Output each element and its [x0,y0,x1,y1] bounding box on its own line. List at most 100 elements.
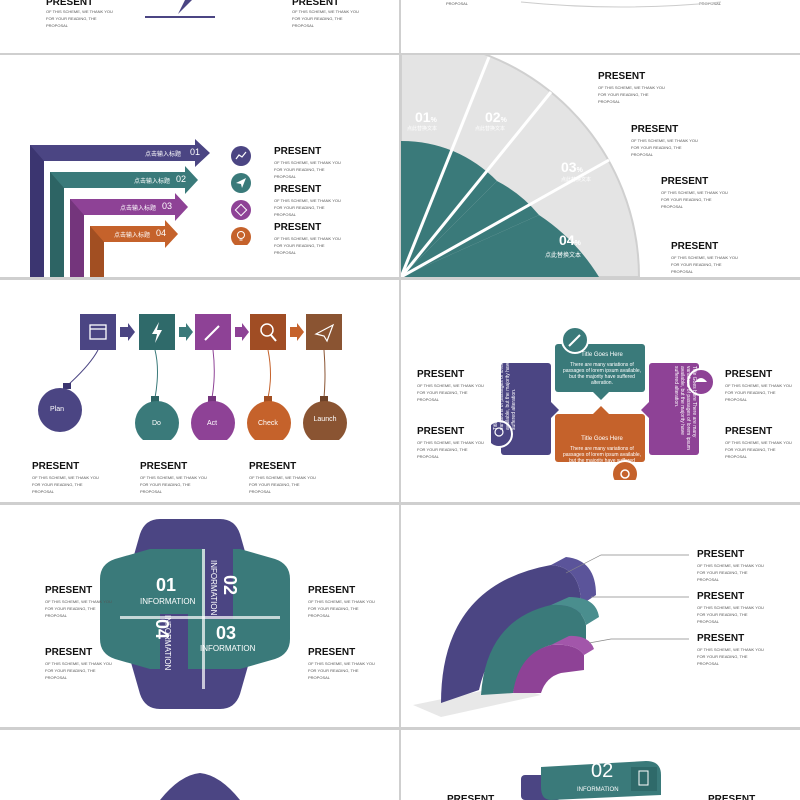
present-desc: OF THIS SCHEME, WE THANK YOU FOR YOUR RE… [697,605,764,624]
arrow-label: 点击输入标题 [145,152,182,158]
feather-icon [145,0,215,18]
present-title: PRESENT [697,591,745,602]
cross-num: 03 [216,623,237,643]
present-desc: OF THIS SCHEME, WE THANK YOU FOR YOUR RE… [46,9,113,28]
present-title: PRESENT [45,585,93,596]
arrow-num: 01 [190,147,201,157]
callout-title: Title Goes Here [581,352,623,358]
callout-body-vertical: Title Goes Here There are many variation… [673,366,697,450]
present-title: PRESENT [274,146,322,157]
present-title: PRESENT [274,222,322,233]
pdca-ball-label: Do [152,420,161,427]
callout-title: Title Goes Here [581,436,623,442]
cross-label: INFORMATION [140,597,196,606]
cross-label: INFORMATION [209,560,218,616]
fan-sub: 点此替换文本 [475,126,506,132]
present-desc: OF THIS SCHEME, WE THANK YOU FOR YOUR RE… [598,85,665,104]
arrow-label: 点击输入标题 [134,179,171,185]
present-desc: OF THIS SCHEME, WE THANK YOU FOR YOUR RE… [725,383,792,402]
present-title: PRESENT [308,647,356,658]
present-title: PRESENT [708,794,756,800]
ribbon-graphic [521,761,661,800]
present-desc: OF THIS SCHEME, WE THANK YOU FOR YOUR RE… [417,383,484,402]
callout-body-vertical: Title Goes Here There are many variation… [493,346,517,430]
present-desc: OF THIS SCHEME, WE THANK YOU FOR YOUR RE… [45,661,112,680]
callout-body: There are many variations of passages of… [562,446,642,470]
present-desc: OF THIS SCHEME, WE THANK YOU FOR YOUR RE… [249,475,316,494]
slide-cross[interactable]: 01 INFORMATION 02 INFORMATION 03 INFORMA… [0,505,399,727]
present-desc: OF THIS SCHEME, WE THANK YOU FOR YOUR RE… [671,255,738,274]
present-title: PRESENT [697,549,745,560]
cross-num: 01 [156,575,177,595]
slide-top-right[interactable]: PROPOSAL PROPOSAL [401,0,800,53]
present-title: PRESENT [598,71,646,82]
cross-label: INFORMATION [163,615,172,671]
present-desc: OF THIS SCHEME, WE THANK YOU FOR YOUR RE… [32,475,99,494]
present-title: PRESENT [417,369,465,380]
arrow-label: 点击输入标题 [120,206,157,212]
slide-callouts[interactable]: Title Goes Here There are many variation… [401,280,800,502]
icon-column [231,146,251,245]
present-desc: OF THIS SCHEME, WE THANK YOU FOR YOUR RE… [45,599,112,618]
present-desc: OF THIS SCHEME, WE THANK YOU FOR YOUR RE… [661,190,728,209]
cube-icon [230,199,252,221]
present-title: PRESENT [417,426,465,437]
pdca-graphic [38,314,347,440]
present-desc: OF THIS SCHEME, WE THANK YOU FOR YOUR RE… [417,440,484,459]
slide-bottom-left[interactable] [0,730,399,800]
proposal-text: PROPOSAL [446,1,469,6]
present-desc: OF THIS SCHEME, WE THANK YOU FOR YOUR RE… [274,236,341,255]
callout-cross-graphic [491,326,715,480]
present-title: PRESENT [725,369,773,380]
arrow-num: 04 [156,228,167,238]
slide-arrows[interactable]: 点击输入标题 01 点击输入标题 02 点击输入标题 03 点击输入标题 04 … [0,55,399,277]
slide-bottom-right[interactable]: PRESENT PRESENT 02 INFORMATION [401,730,800,800]
cross-num: 02 [220,575,240,596]
present-desc: OF THIS SCHEME, WE THANK YOU FOR YOUR RE… [274,198,341,217]
present-title: PRESENT [46,0,94,8]
pdca-ball-label: Act [207,420,218,427]
callout-body: There are many variations of passages of… [562,362,642,386]
shape-top-graphic [160,773,240,800]
arrow-label: 点击输入标题 [114,233,151,239]
fan-num: 01% [415,109,437,125]
present-desc: OF THIS SCHEME, WE THANK YOU FOR YOUR RE… [308,661,375,680]
fan-num: 03% [561,159,583,175]
present-desc: OF THIS SCHEME, WE THANK YOU FOR YOUR RE… [274,160,341,179]
slide-fan[interactable]: 01% 点此替换文本 02% 点此替换文本 03% 点此替换文本 04% 点此替… [401,55,800,277]
present-desc: OF THIS SCHEME, WE THANK YOU FOR YOUR RE… [725,440,792,459]
slide-rainbow[interactable]: PRESENT OF THIS SCHEME, WE THANK YOU FOR… [401,505,800,727]
present-title: PRESENT [274,184,322,195]
present-title: PRESENT [661,176,709,187]
cross-label: INFORMATION [200,644,256,653]
present-title: PRESENT [308,585,356,596]
send-icon [230,172,252,194]
ribbon-label: INFORMATION [577,787,619,793]
fan-num: 04% [559,232,581,248]
present-title: PRESENT [140,461,188,472]
arc-decoration [520,1,722,8]
fan-num: 02% [485,109,507,125]
cross-graphic [100,519,290,709]
present-desc: OF THIS SCHEME, WE THANK YOU FOR YOUR RE… [631,138,698,157]
slide-top-left[interactable]: PRESENT OF THIS SCHEME, WE THANK YOU FOR… [0,0,399,53]
rainbow-3d-graphic [413,554,689,717]
fan-sub: 点此替换文本 [545,253,582,259]
present-title: PRESENT [447,794,495,800]
present-title: PRESENT [32,461,80,472]
fan-sub: 点此替换文本 [561,177,592,183]
present-title: PRESENT [292,0,340,8]
present-desc: OF THIS SCHEME, WE THANK YOU FOR YOUR RE… [697,563,764,582]
present-title: PRESENT [249,461,297,472]
pdca-ball-label: Check [258,420,278,427]
present-title: PRESENT [671,241,719,252]
present-desc: OF THIS SCHEME, WE THANK YOU FOR YOUR RE… [308,599,375,618]
arrow-num: 03 [162,201,173,211]
slide-pdca[interactable]: Plan Do Act Check Launch PRESENT OF THIS… [0,280,399,502]
fan-chart [401,55,641,277]
step-arrows-graphic [30,139,210,277]
bulb-icon [230,226,252,248]
present-title: PRESENT [631,124,679,135]
present-desc: OF THIS SCHEME, WE THANK YOU FOR YOUR RE… [140,475,207,494]
fan-sub: 点此替换文本 [407,126,438,132]
